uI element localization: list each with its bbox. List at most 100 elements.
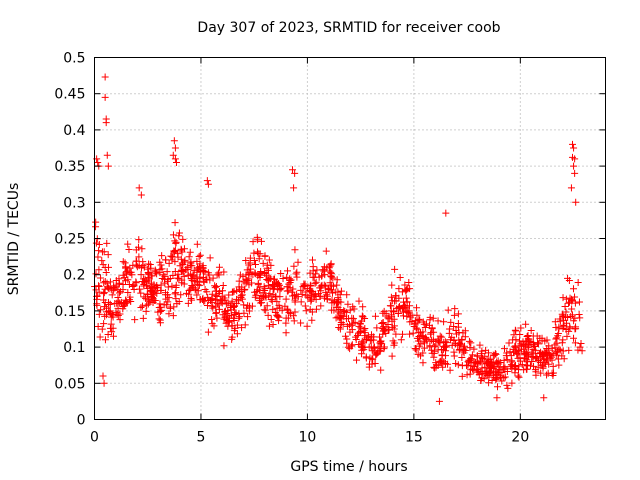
data-point [318,281,326,289]
data-point [335,298,343,306]
data-point [210,322,218,330]
data-point [220,342,228,350]
data-point [146,298,154,306]
data-point [438,352,446,360]
data-point [141,275,149,283]
data-point [362,354,370,362]
data-point [363,335,371,343]
data-point [350,305,358,313]
data-point [328,296,336,304]
data-point [448,333,456,341]
y-tick-label: 0.5 [63,51,85,67]
data-point [240,301,248,309]
data-point [572,198,580,206]
data-point [444,306,452,314]
data-point [394,309,402,317]
data-point [178,267,186,275]
data-point [339,320,347,328]
data-point [419,333,427,341]
data-point [94,253,102,261]
data-point [186,248,194,256]
data-point [212,309,220,317]
data-point [461,333,469,341]
data-point [182,289,190,297]
data-point [203,288,211,296]
data-point [283,273,291,281]
data-point [361,332,369,340]
data-point [307,297,315,305]
data-point [504,384,512,392]
data-point [261,252,269,260]
data-point [147,272,155,280]
data-point [92,223,100,231]
data-point [412,345,420,353]
data-point [95,310,103,318]
data-point [403,285,411,293]
data-point [461,342,469,350]
data-point [559,336,567,344]
data-point [565,346,573,354]
data-point [255,295,263,303]
data-point [326,267,334,275]
data-point [283,283,291,291]
data-point [185,253,193,261]
data-point [106,307,114,315]
data-point [575,311,583,319]
data-point [454,310,462,318]
data-point [130,285,138,293]
data-point [481,363,489,371]
data-point [252,261,260,269]
data-point [476,341,484,349]
data-point [206,254,214,262]
data-point [188,296,196,304]
data-point [379,324,387,332]
data-point [215,305,223,313]
data-point [173,274,181,282]
data-point [95,266,103,274]
data-point [277,284,285,292]
data-point [119,286,127,294]
data-point [445,329,453,337]
data-point [546,354,554,362]
data-point [479,355,487,363]
data-point [120,300,128,308]
data-point [272,292,280,300]
data-point [204,293,212,301]
data-point [524,344,532,352]
data-point [219,287,227,295]
data-point [529,339,537,347]
data-point [320,267,328,275]
data-point [485,373,493,381]
data-point [571,339,579,347]
data-point [157,286,165,294]
data-point [291,298,299,306]
data-point [355,297,363,305]
data-point [228,335,236,343]
data-point [391,265,399,273]
data-point [290,317,298,325]
data-point [144,265,152,273]
data-point [571,169,579,177]
data-point [327,273,335,281]
data-point [100,248,108,256]
data-point [563,332,571,340]
data-point [391,297,399,305]
y-tick-label: 0.25 [54,232,85,248]
data-point [195,281,203,289]
data-point [300,281,308,289]
data-point [388,352,396,360]
data-point [121,277,129,285]
data-point [328,289,336,297]
y-tick-label: 0.45 [54,87,85,103]
data-point [224,322,232,330]
data-point [511,342,519,350]
data-point [569,285,577,293]
data-point [291,308,299,316]
data-point [98,325,106,333]
data-point [361,343,369,351]
data-point [284,287,292,295]
data-point [551,318,559,326]
data-point [522,320,530,328]
data-point [488,361,496,369]
data-point [284,314,292,322]
